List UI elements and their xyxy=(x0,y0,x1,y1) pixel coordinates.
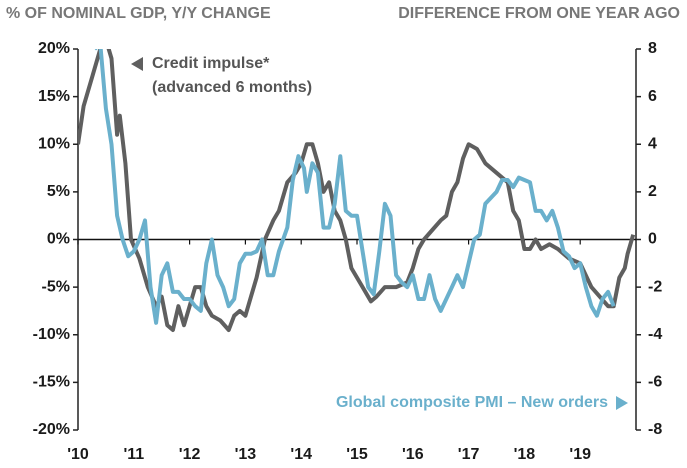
x-tick-label: '10 xyxy=(67,446,89,463)
y2-tick-label: -8 xyxy=(648,421,662,438)
x-tick-label: '15 xyxy=(346,446,368,463)
y-tick-label: -15% xyxy=(33,374,70,391)
x-tick-label: '17 xyxy=(458,446,480,463)
y-tick-label: 5% xyxy=(47,183,70,200)
pointer xyxy=(131,57,143,71)
y2-tick-label: -2 xyxy=(648,278,662,295)
annotation: Global composite PMI – New orders xyxy=(336,394,608,411)
y2-tick-label: 2 xyxy=(648,183,657,200)
annotation: (advanced 6 months) xyxy=(152,79,312,96)
series-line xyxy=(94,49,616,325)
series-line xyxy=(78,49,636,332)
x-tick-label: '18 xyxy=(514,446,536,463)
y-tick-label: -10% xyxy=(33,326,70,343)
annotation: Credit impulse* xyxy=(152,55,270,72)
y2-tick-label: 4 xyxy=(648,135,657,152)
y-tick-label: -20% xyxy=(33,421,70,438)
y2-tick-label: 8 xyxy=(648,40,657,57)
y-tick-label: 0% xyxy=(47,231,70,248)
x-tick-label: '11 xyxy=(123,446,144,463)
pointer xyxy=(616,396,628,410)
x-tick-label: '16 xyxy=(402,446,424,463)
right-axis-label: DIFFERENCE FROM ONE YEAR AGO xyxy=(398,5,680,22)
y-tick-label: 10% xyxy=(38,135,70,152)
y2-tick-label: 0 xyxy=(648,231,657,248)
x-tick-label: '12 xyxy=(179,446,201,463)
y-tick-label: -5% xyxy=(42,278,70,295)
y2-tick-label: -6 xyxy=(648,374,662,391)
y2-tick-label: -4 xyxy=(648,326,662,343)
y2-tick-label: 6 xyxy=(648,88,657,105)
x-tick-label: '13 xyxy=(235,446,257,463)
y-tick-label: 15% xyxy=(38,88,70,105)
left-axis-label: % OF NOMINAL GDP, Y/Y CHANGE xyxy=(6,5,271,22)
x-tick-label: '14 xyxy=(290,446,312,463)
y-tick-label: 20% xyxy=(38,40,70,57)
x-tick-label: '19 xyxy=(569,446,591,463)
